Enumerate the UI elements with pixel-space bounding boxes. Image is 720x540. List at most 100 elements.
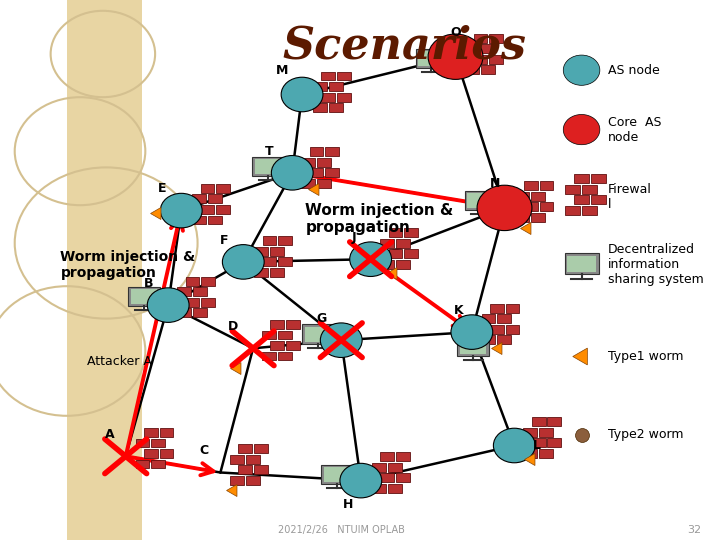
Bar: [271, 341, 284, 350]
Bar: [415, 49, 447, 69]
Circle shape: [428, 34, 483, 79]
Bar: [144, 449, 158, 458]
Bar: [246, 476, 260, 485]
Bar: [490, 34, 503, 43]
Bar: [208, 194, 222, 203]
Text: Attacker A: Attacker A: [86, 355, 151, 368]
Bar: [405, 228, 418, 237]
Bar: [201, 205, 215, 214]
Text: C: C: [199, 444, 209, 457]
Circle shape: [563, 55, 600, 85]
Bar: [313, 82, 327, 91]
Text: H: H: [343, 498, 353, 511]
Bar: [262, 352, 276, 361]
Bar: [323, 467, 350, 482]
Bar: [263, 258, 276, 266]
Bar: [321, 93, 336, 102]
Bar: [337, 72, 351, 80]
Bar: [380, 239, 395, 247]
Bar: [310, 147, 323, 156]
Bar: [230, 455, 244, 463]
Bar: [482, 335, 495, 345]
Bar: [564, 253, 598, 274]
Bar: [582, 206, 598, 214]
Bar: [575, 174, 589, 183]
Text: A: A: [104, 428, 114, 441]
Bar: [254, 465, 268, 474]
Bar: [238, 465, 252, 474]
Bar: [329, 103, 343, 112]
Bar: [531, 213, 545, 221]
Circle shape: [271, 156, 313, 190]
Bar: [396, 453, 410, 461]
Text: Scenarios: Scenarios: [282, 24, 526, 68]
Bar: [310, 168, 323, 177]
Bar: [279, 258, 292, 266]
Bar: [380, 260, 395, 268]
Bar: [372, 484, 386, 492]
Bar: [591, 195, 606, 204]
Bar: [474, 55, 487, 64]
Bar: [523, 449, 537, 458]
Text: M: M: [276, 64, 289, 77]
Text: Type2 worm: Type2 worm: [608, 428, 683, 441]
Bar: [547, 438, 562, 447]
Bar: [246, 455, 260, 463]
Circle shape: [477, 185, 532, 231]
Bar: [325, 147, 339, 156]
Bar: [151, 460, 165, 468]
Bar: [160, 428, 174, 437]
Bar: [565, 206, 580, 214]
Bar: [380, 474, 394, 482]
Bar: [177, 308, 191, 317]
Bar: [193, 308, 207, 317]
Bar: [238, 444, 252, 453]
Bar: [253, 157, 284, 177]
Circle shape: [161, 193, 202, 228]
Bar: [329, 82, 343, 91]
Circle shape: [320, 323, 362, 357]
Bar: [465, 65, 479, 74]
Bar: [278, 330, 292, 340]
Bar: [505, 325, 520, 334]
Bar: [271, 320, 284, 329]
Bar: [524, 202, 538, 211]
Bar: [474, 34, 487, 43]
Bar: [192, 215, 206, 225]
Bar: [539, 181, 554, 190]
Bar: [131, 289, 157, 304]
Circle shape: [563, 114, 600, 145]
Text: Decentralized
information
sharing system: Decentralized information sharing system: [608, 243, 703, 286]
Text: B: B: [144, 277, 153, 290]
Bar: [387, 463, 402, 472]
Bar: [539, 428, 553, 436]
Bar: [186, 298, 199, 307]
Text: Worm injection &
propagation: Worm injection & propagation: [305, 202, 454, 235]
Bar: [186, 277, 199, 286]
Text: T: T: [265, 145, 274, 158]
Text: L: L: [533, 439, 541, 452]
Text: D: D: [228, 320, 238, 333]
Bar: [490, 304, 504, 313]
Bar: [262, 330, 276, 340]
Bar: [202, 298, 215, 307]
Bar: [279, 237, 292, 245]
Bar: [177, 287, 191, 296]
Bar: [387, 484, 402, 492]
Text: E: E: [158, 183, 166, 195]
Bar: [567, 255, 596, 272]
Bar: [524, 181, 538, 190]
Bar: [505, 304, 520, 313]
Bar: [128, 287, 160, 306]
Bar: [287, 320, 300, 329]
Bar: [217, 184, 230, 193]
Text: N: N: [490, 177, 500, 190]
Circle shape: [350, 242, 392, 276]
Bar: [255, 159, 281, 174]
Bar: [591, 174, 606, 183]
Bar: [135, 460, 149, 468]
Bar: [481, 44, 495, 53]
Circle shape: [281, 77, 323, 112]
Bar: [202, 277, 215, 286]
Bar: [523, 428, 537, 436]
